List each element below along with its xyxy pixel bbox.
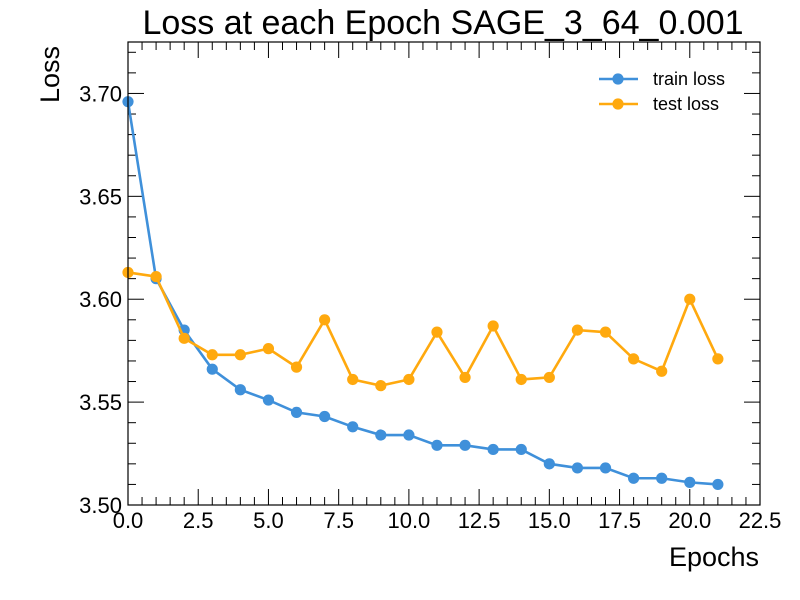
series-1-point (628, 353, 640, 365)
x-tick-label: 17.5 (598, 508, 641, 533)
series-1-point (375, 380, 387, 392)
series-1-point (571, 324, 584, 336)
series-0-point (431, 439, 443, 451)
legend-marker (612, 98, 624, 110)
series-1-point (487, 320, 499, 332)
series-1-point (234, 349, 246, 361)
series-1-point (515, 373, 527, 386)
axis-ticks: 0.0 2.5 5.0 7.5 10.0 12.5 15.0 17.5 20.0 22.5 3.50… (79, 42, 781, 533)
series-0-point (290, 406, 303, 418)
series-0-point (487, 443, 499, 456)
series-0-point (571, 462, 584, 474)
series-1-point (319, 314, 331, 326)
series-1-point (543, 371, 555, 384)
series-1-point (656, 365, 668, 377)
chart-title: Loss at each Epoch SAGE_3_64_0.001 (142, 4, 743, 42)
series-1-point (150, 270, 162, 283)
series-1-point (599, 326, 612, 338)
series-0-point (684, 476, 696, 488)
series-1-point (290, 361, 303, 373)
x-tick-label: 0.0 (113, 508, 144, 533)
y-tick-label: 3.50 (79, 493, 122, 518)
legend: train loss test loss (599, 69, 725, 114)
series-0-point (628, 472, 640, 484)
legend-label: train loss (653, 69, 725, 89)
series-1-point (403, 373, 415, 386)
series-1-point (206, 349, 218, 361)
series-0-point (319, 410, 331, 423)
series-0-point (599, 462, 612, 474)
series-line-1 (127, 271, 720, 387)
plot-series (122, 96, 724, 491)
x-tick-label: 10.0 (387, 508, 430, 533)
legend-label: test loss (653, 94, 719, 114)
series-0-point (712, 478, 724, 491)
series-1-point (684, 293, 696, 305)
series-0-point (234, 384, 246, 396)
series-line-0 (126, 101, 718, 486)
series-0-point (262, 394, 275, 406)
y-tick-label: 3.70 (79, 81, 122, 106)
x-axis-label: Epochs (669, 542, 759, 572)
series-0-point (375, 429, 387, 441)
series-0-point (656, 472, 668, 484)
series-0-point (347, 421, 359, 433)
series-1-point (347, 373, 359, 386)
series-1-point (459, 371, 471, 384)
series-0-point (543, 458, 555, 470)
x-tick-label: 2.5 (183, 508, 214, 533)
series-0-point (206, 363, 218, 375)
y-tick-label: 3.65 (79, 184, 122, 209)
legend-marker (612, 73, 624, 85)
series-1-point (712, 353, 724, 365)
y-tick-label: 3.60 (79, 287, 122, 312)
y-tick-label: 3.55 (79, 390, 122, 415)
plot-frame (127, 41, 761, 506)
x-tick-label: 7.5 (323, 508, 354, 533)
x-tick-label: 22.5 (739, 508, 782, 533)
x-tick-label: 5.0 (253, 508, 284, 533)
series-1-point (262, 343, 275, 355)
series-0-point (403, 429, 415, 441)
series-1-point (431, 326, 443, 338)
series-1-point (178, 332, 190, 344)
x-tick-label: 15.0 (528, 508, 571, 533)
x-tick-label: 12.5 (458, 508, 501, 533)
x-tick-label: 20.0 (668, 508, 711, 533)
series-0-point (459, 439, 471, 451)
y-axis-label: Loss (35, 46, 65, 103)
series-0-point (515, 443, 527, 456)
